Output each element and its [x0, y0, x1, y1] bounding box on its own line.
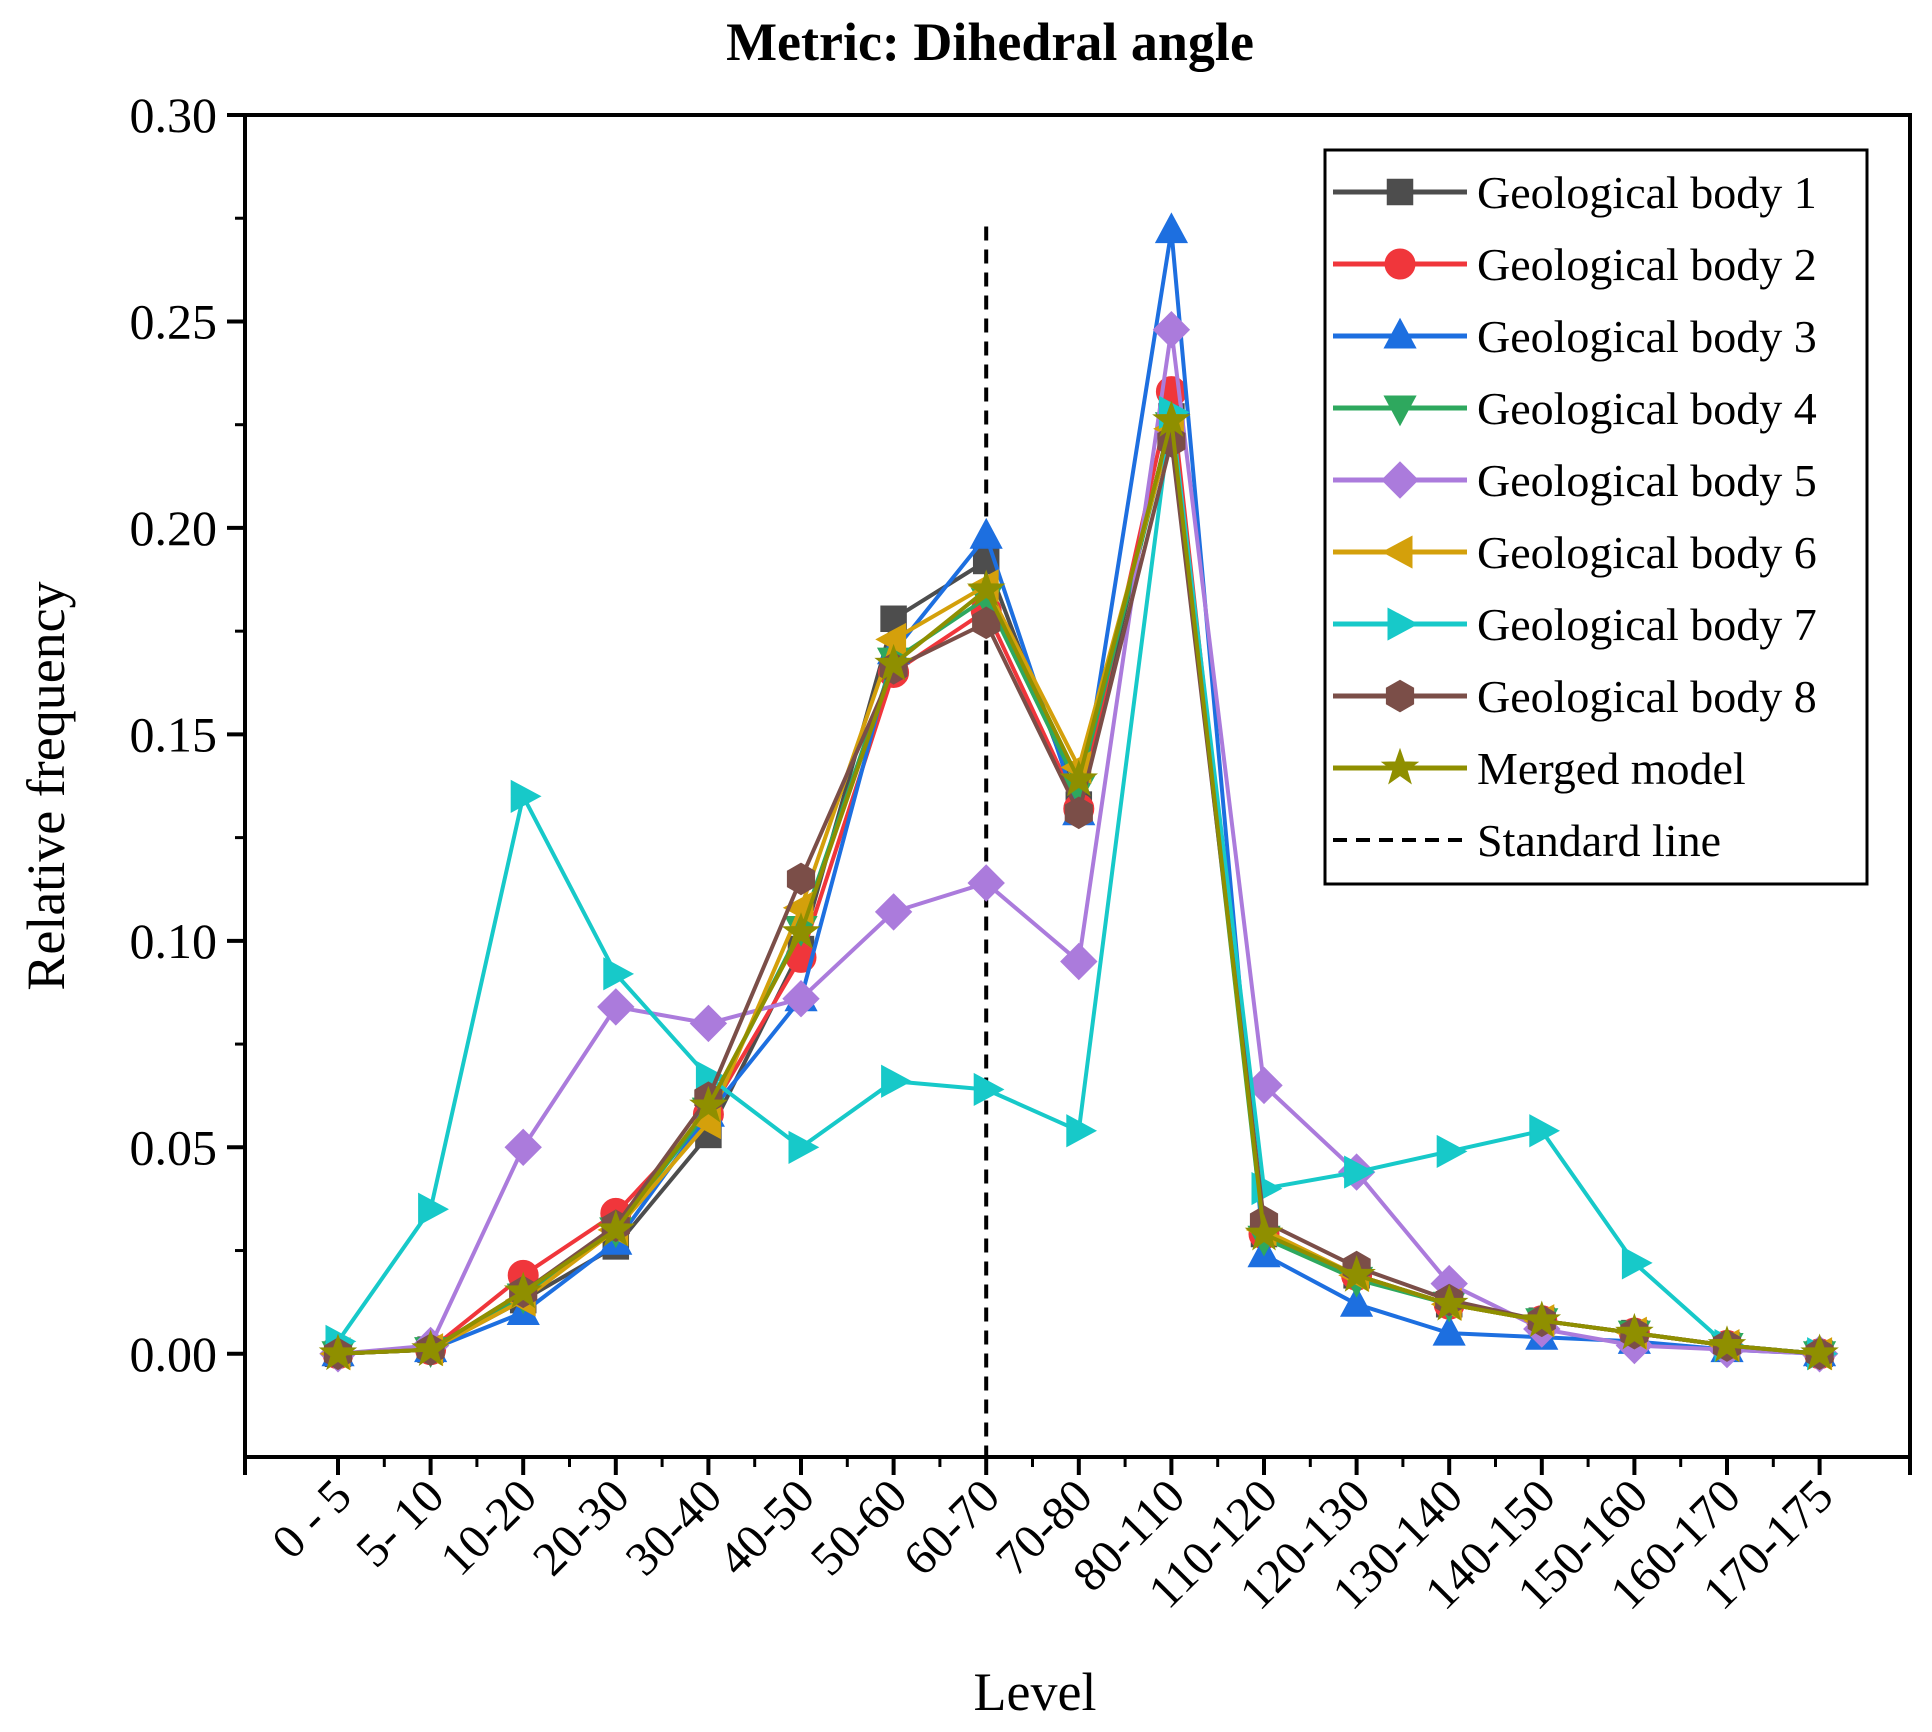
data-point — [1154, 212, 1189, 244]
legend-marker — [1383, 317, 1417, 349]
data-point — [874, 643, 913, 681]
data-point — [689, 1085, 728, 1123]
y-tick-label: 0.05 — [130, 1119, 218, 1175]
legend-label: Geological body 5 — [1477, 455, 1817, 506]
data-point — [781, 912, 821, 950]
data-point — [969, 517, 1003, 549]
legend-marker — [1386, 178, 1414, 206]
data-point — [782, 979, 820, 1018]
legend-marker — [1381, 461, 1419, 499]
data-point — [503, 1271, 543, 1309]
data-point — [1529, 1114, 1561, 1148]
data-point — [1339, 1285, 1374, 1317]
legend-marker — [1385, 679, 1415, 713]
legend-label: Geological body 3 — [1477, 311, 1817, 362]
data-point — [1064, 796, 1093, 830]
data-point — [504, 1128, 542, 1167]
x-axis-label: Level — [974, 1662, 1097, 1722]
legend: Geological body 1 Geological body 2 Geolog… — [1323, 148, 1869, 886]
legend-item: Geological body 1 — [1333, 167, 1817, 218]
data-point — [1244, 1213, 1284, 1251]
data-point — [1344, 1155, 1375, 1189]
legend-label: Geological body 7 — [1477, 599, 1817, 650]
y-tick-label: 0.00 — [130, 1326, 218, 1382]
legend-marker — [1383, 395, 1417, 427]
data-point — [1152, 400, 1191, 437]
data-point — [1436, 1134, 1468, 1169]
data-point — [1429, 1283, 1469, 1321]
data-point — [973, 1072, 1005, 1107]
data-point — [411, 1329, 450, 1367]
series-layer — [318, 212, 1839, 1373]
data-point — [1621, 1246, 1653, 1280]
legend-item: Geological body 6 — [1333, 527, 1817, 578]
legend-marker — [1380, 747, 1420, 785]
data-point — [966, 569, 1006, 607]
data-point — [786, 862, 816, 896]
data-point — [1707, 1325, 1747, 1362]
data-point — [1059, 759, 1099, 797]
data-point — [603, 957, 635, 991]
data-point — [1432, 1314, 1466, 1346]
data-point — [510, 779, 542, 813]
legend-label: Geological body 6 — [1477, 527, 1817, 578]
series-9 — [318, 400, 1839, 1371]
data-point — [967, 864, 1005, 902]
data-point — [318, 1333, 358, 1371]
legend-label: Geological body 8 — [1477, 671, 1817, 722]
legend-item: Geological body 2 — [1333, 239, 1817, 290]
data-point — [788, 1130, 820, 1164]
legend-item: Geological body 4 — [1333, 383, 1817, 434]
legend-item: Merged model — [1333, 743, 1746, 794]
data-point — [881, 1064, 912, 1098]
data-point — [418, 1192, 449, 1226]
y-tick-label: 0.20 — [130, 500, 218, 556]
data-point — [1615, 1312, 1654, 1350]
legend-item: Geological body 3 — [1333, 311, 1817, 362]
data-point — [596, 1209, 636, 1247]
legend-label: Geological body 2 — [1477, 239, 1817, 290]
legend-item: Geological body 7 — [1333, 599, 1817, 650]
data-point — [1060, 942, 1098, 981]
legend-label: Merged model — [1477, 743, 1746, 794]
legend-item: Geological body 5 — [1333, 455, 1817, 506]
y-tick-label: 0.15 — [130, 706, 218, 762]
legend-label: Geological body 1 — [1477, 167, 1817, 218]
chart-title: Metric: Dihedral angle — [726, 12, 1254, 72]
legend-marker — [1384, 248, 1416, 280]
legend-label: Standard line — [1477, 815, 1721, 866]
y-tick-label: 0.25 — [130, 293, 218, 349]
data-point — [874, 893, 913, 931]
legend-marker — [1387, 607, 1419, 641]
data-point — [597, 988, 635, 1026]
data-point — [1152, 310, 1191, 349]
data-point — [875, 622, 907, 657]
y-axis-label: Relative frequency — [16, 581, 76, 990]
legend-item: Standard line — [1333, 815, 1721, 866]
data-point — [1800, 1333, 1839, 1371]
data-point — [1337, 1255, 1376, 1292]
legend-marker — [1381, 535, 1413, 569]
data-point — [1522, 1300, 1562, 1338]
data-point — [689, 1004, 728, 1043]
legend-item: Geological body 8 — [1333, 671, 1817, 722]
y-tick-label: 0.30 — [130, 87, 218, 143]
data-point — [1066, 1114, 1098, 1148]
y-tick-label: 0.10 — [130, 913, 218, 969]
legend-label: Geological body 4 — [1477, 383, 1817, 434]
